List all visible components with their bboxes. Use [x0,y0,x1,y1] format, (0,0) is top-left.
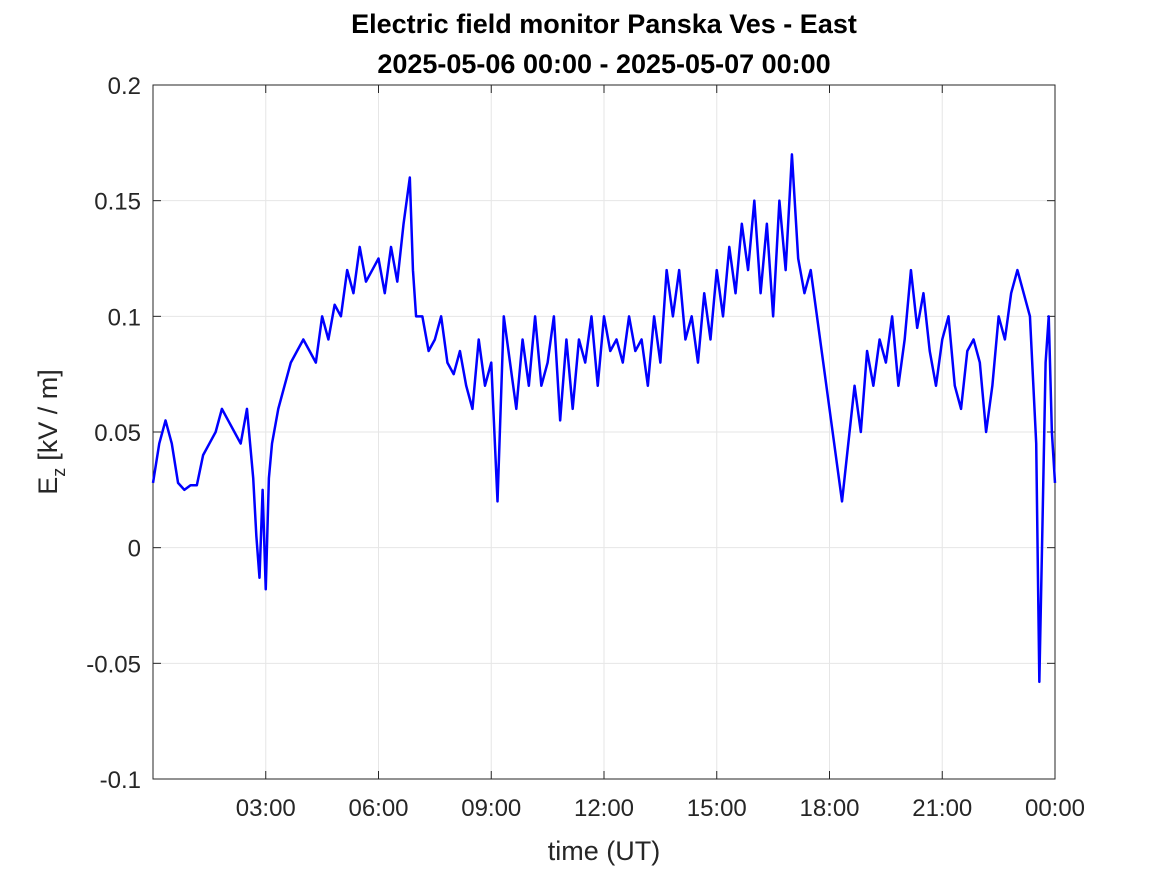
y-axis-label-symbol: E [33,477,63,495]
x-tick-label: 15:00 [687,795,747,822]
x-tick-label: 21:00 [912,795,972,822]
x-tick-label: 18:00 [799,795,859,822]
chart-title: Electric field monitor Panska Ves - East [351,9,857,39]
x-tick-label: 09:00 [461,795,521,822]
y-tick-label: 0.05 [94,420,141,447]
y-tick-label: 0.2 [108,73,141,100]
x-tick-label: 03:00 [236,795,296,822]
chart-subtitle: 2025-05-06 00:00 - 2025-05-07 00:00 [377,49,830,79]
x-tick-label: 06:00 [348,795,408,822]
x-tick-label: 00:00 [1025,795,1085,822]
y-axis-label-unit: [kV / m] [33,369,63,461]
y-axis-label: Ez [kV / m] [33,369,69,495]
series-line [151,153,1057,684]
y-tick-label: 0.1 [108,304,141,331]
y-tick-label: 0.15 [94,189,141,216]
grid [153,85,1055,779]
series-layer [151,153,1057,684]
ticks: -0.1 -0.05 0 0.05 0.1 0.15 0.2 03:00 06:00 09:00 1… [86,73,1085,822]
x-axis-label: time (UT) [548,836,660,866]
y-tick-label: -0.1 [100,767,141,794]
y-tick-label: 0 [128,536,141,563]
y-axis-label-subscript: z [49,468,69,477]
x-tick-label: 12:00 [574,795,634,822]
y-tick-label: -0.05 [86,651,141,678]
